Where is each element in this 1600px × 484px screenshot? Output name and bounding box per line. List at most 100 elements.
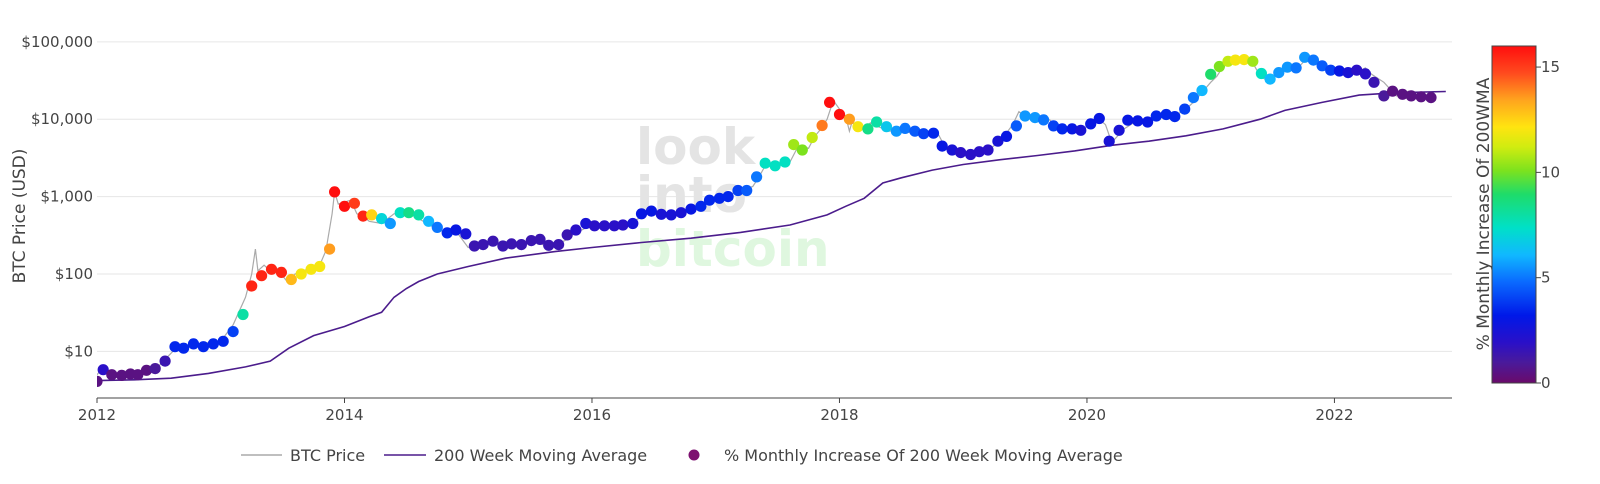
monthly-increase-marker[interactable] (468, 240, 480, 252)
monthly-increase-marker[interactable] (116, 369, 128, 381)
monthly-increase-marker[interactable] (617, 219, 629, 231)
monthly-increase-marker[interactable] (1103, 135, 1115, 147)
monthly-increase-marker[interactable] (178, 342, 190, 354)
monthly-increase-marker[interactable] (1378, 90, 1390, 102)
monthly-increase-marker[interactable] (722, 191, 734, 203)
monthly-increase-marker[interactable] (936, 140, 948, 152)
monthly-increase-marker[interactable] (871, 116, 883, 128)
monthly-increase-marker[interactable] (685, 203, 697, 215)
monthly-increase-marker[interactable] (295, 268, 307, 280)
monthly-increase-marker[interactable] (1387, 85, 1399, 97)
monthly-increase-marker[interactable] (1273, 67, 1285, 79)
monthly-increase-marker[interactable] (779, 156, 791, 168)
monthly-increase-marker[interactable] (824, 96, 836, 108)
monthly-increase-marker[interactable] (140, 364, 153, 376)
monthly-increase-marker[interactable] (543, 239, 555, 251)
monthly-increase-marker[interactable] (1038, 114, 1050, 126)
monthly-increase-marker[interactable] (751, 171, 763, 183)
monthly-increase-marker[interactable] (329, 186, 341, 198)
monthly-increase-marker[interactable] (525, 235, 537, 247)
monthly-increase-marker[interactable] (570, 224, 582, 236)
monthly-increase-marker[interactable] (703, 194, 716, 206)
monthly-increase-marker[interactable] (665, 209, 677, 221)
monthly-increase-marker[interactable] (1169, 111, 1181, 123)
monthly-increase-marker[interactable] (1290, 62, 1302, 74)
monthly-increase-marker[interactable] (256, 270, 268, 282)
monthly-increase-marker[interactable] (1113, 124, 1125, 136)
monthly-increase-marker[interactable] (1187, 92, 1199, 104)
monthly-increase-marker[interactable] (394, 207, 406, 219)
monthly-increase-marker[interactable] (1205, 68, 1217, 80)
monthly-increase-marker[interactable] (237, 308, 249, 321)
monthly-increase-marker[interactable] (366, 209, 378, 221)
monthly-increase-marker[interactable] (713, 192, 726, 204)
btc-price-line[interactable] (97, 56, 1434, 377)
monthly-increase-marker[interactable] (1150, 110, 1162, 122)
monthly-increase-marker[interactable] (348, 197, 360, 209)
monthly-increase-marker[interactable] (1066, 123, 1078, 135)
monthly-increase-marker[interactable] (1056, 123, 1068, 135)
monthly-increase-marker[interactable] (1142, 116, 1154, 128)
monthly-increase-marker[interactable] (695, 200, 707, 212)
monthly-increase-marker[interactable] (1415, 91, 1427, 103)
monthly-increase-marker[interactable] (285, 273, 297, 286)
monthly-increase-marker[interactable] (450, 224, 462, 236)
monthly-increase-marker[interactable] (1213, 60, 1225, 73)
monthly-increase-marker[interactable] (534, 233, 546, 245)
monthly-increase-marker[interactable] (1000, 130, 1013, 142)
monthly-increase-marker[interactable] (1255, 67, 1267, 80)
monthly-increase-marker[interactable] (1010, 120, 1023, 132)
monthly-increase-marker[interactable] (384, 217, 396, 230)
monthly-increase-marker[interactable] (862, 123, 874, 135)
monthly-increase-marker[interactable] (265, 263, 278, 275)
monthly-increase-marker[interactable] (324, 243, 336, 255)
legend-item-btc-price[interactable]: BTC Price (241, 446, 365, 465)
monthly-increase-marker[interactable] (376, 213, 388, 225)
monthly-increase-marker[interactable] (645, 205, 658, 217)
monthly-increase-marker[interactable] (608, 220, 620, 232)
monthly-increase-marker[interactable] (965, 148, 977, 161)
monthly-increase-marker[interactable] (431, 221, 443, 233)
monthly-increase-marker[interactable] (580, 217, 592, 230)
legend-item-monthly-increase[interactable]: % Monthly Increase Of 200 Week Moving Av… (688, 446, 1123, 465)
monthly-increase-marker[interactable] (1247, 55, 1259, 67)
monthly-increase-marker[interactable] (1122, 114, 1134, 126)
monthly-increase-marker[interactable] (899, 122, 911, 134)
monthly-increase-marker[interactable] (187, 338, 200, 350)
monthly-increase-marker[interactable] (246, 280, 258, 292)
monthly-increase-marker[interactable] (843, 113, 856, 125)
monthly-increase-marker[interactable] (1229, 54, 1241, 66)
monthly-increase-marker[interactable] (655, 208, 667, 220)
monthly-increase-marker[interactable] (1405, 90, 1417, 102)
monthly-increase-marker[interactable] (946, 144, 958, 156)
monthly-increase-marker[interactable] (1179, 103, 1191, 115)
monthly-increase-marker[interactable] (1029, 112, 1041, 124)
monthly-increase-marker[interactable] (759, 157, 771, 169)
monthly-increase-marker[interactable] (1238, 54, 1250, 66)
monthly-increase-marker[interactable] (1325, 64, 1337, 76)
monthly-increase-marker[interactable] (441, 227, 453, 239)
monthly-increase-marker[interactable] (1368, 76, 1380, 88)
monthly-increase-marker[interactable] (413, 209, 425, 221)
monthly-increase-marker[interactable] (1075, 124, 1087, 136)
legend-item-200wma[interactable]: 200 Week Moving Average (384, 446, 647, 465)
monthly-increase-marker[interactable] (1316, 60, 1328, 72)
monthly-increase-marker[interactable] (217, 335, 229, 347)
monthly-increase-marker[interactable] (1333, 65, 1345, 77)
monthly-increase-marker[interactable] (207, 338, 219, 350)
monthly-increase-marker[interactable] (403, 207, 415, 219)
monthly-increase-marker[interactable] (305, 263, 317, 275)
monthly-increase-marker[interactable] (1359, 68, 1371, 80)
monthly-increase-marker[interactable] (515, 239, 528, 251)
monthly-increase-marker[interactable] (732, 184, 744, 197)
monthly-increase-marker[interactable] (927, 127, 940, 139)
monthly-increase-marker[interactable] (1132, 115, 1144, 127)
monthly-increase-marker[interactable] (627, 217, 639, 230)
monthly-increase-marker[interactable] (357, 210, 369, 222)
monthly-increase-marker[interactable] (91, 375, 103, 387)
monthly-increase-marker[interactable] (106, 369, 118, 381)
monthly-increase-marker[interactable] (635, 208, 648, 220)
monthly-increase-marker[interactable] (1085, 118, 1097, 130)
monthly-increase-marker[interactable] (314, 260, 326, 273)
monthly-increase-marker[interactable] (159, 355, 171, 367)
